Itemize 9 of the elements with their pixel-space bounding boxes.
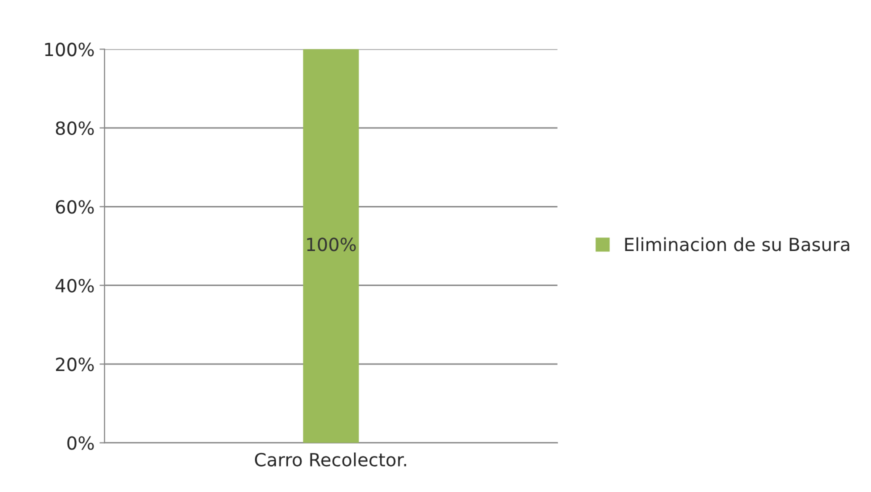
y-tick-label: 0% (67, 436, 94, 450)
data-label: 100% (307, 238, 356, 252)
y-tick-label: 60% (56, 200, 94, 214)
y-tick-label: 20% (56, 358, 94, 372)
x-tick-label: Carro Recolector. (254, 452, 406, 466)
y-tick-label: 80% (56, 121, 94, 136)
y-tick-label: 100% (45, 42, 94, 56)
legend-label: Eliminacion de su Basura (625, 237, 850, 252)
y-tick-label: 40% (56, 278, 94, 292)
